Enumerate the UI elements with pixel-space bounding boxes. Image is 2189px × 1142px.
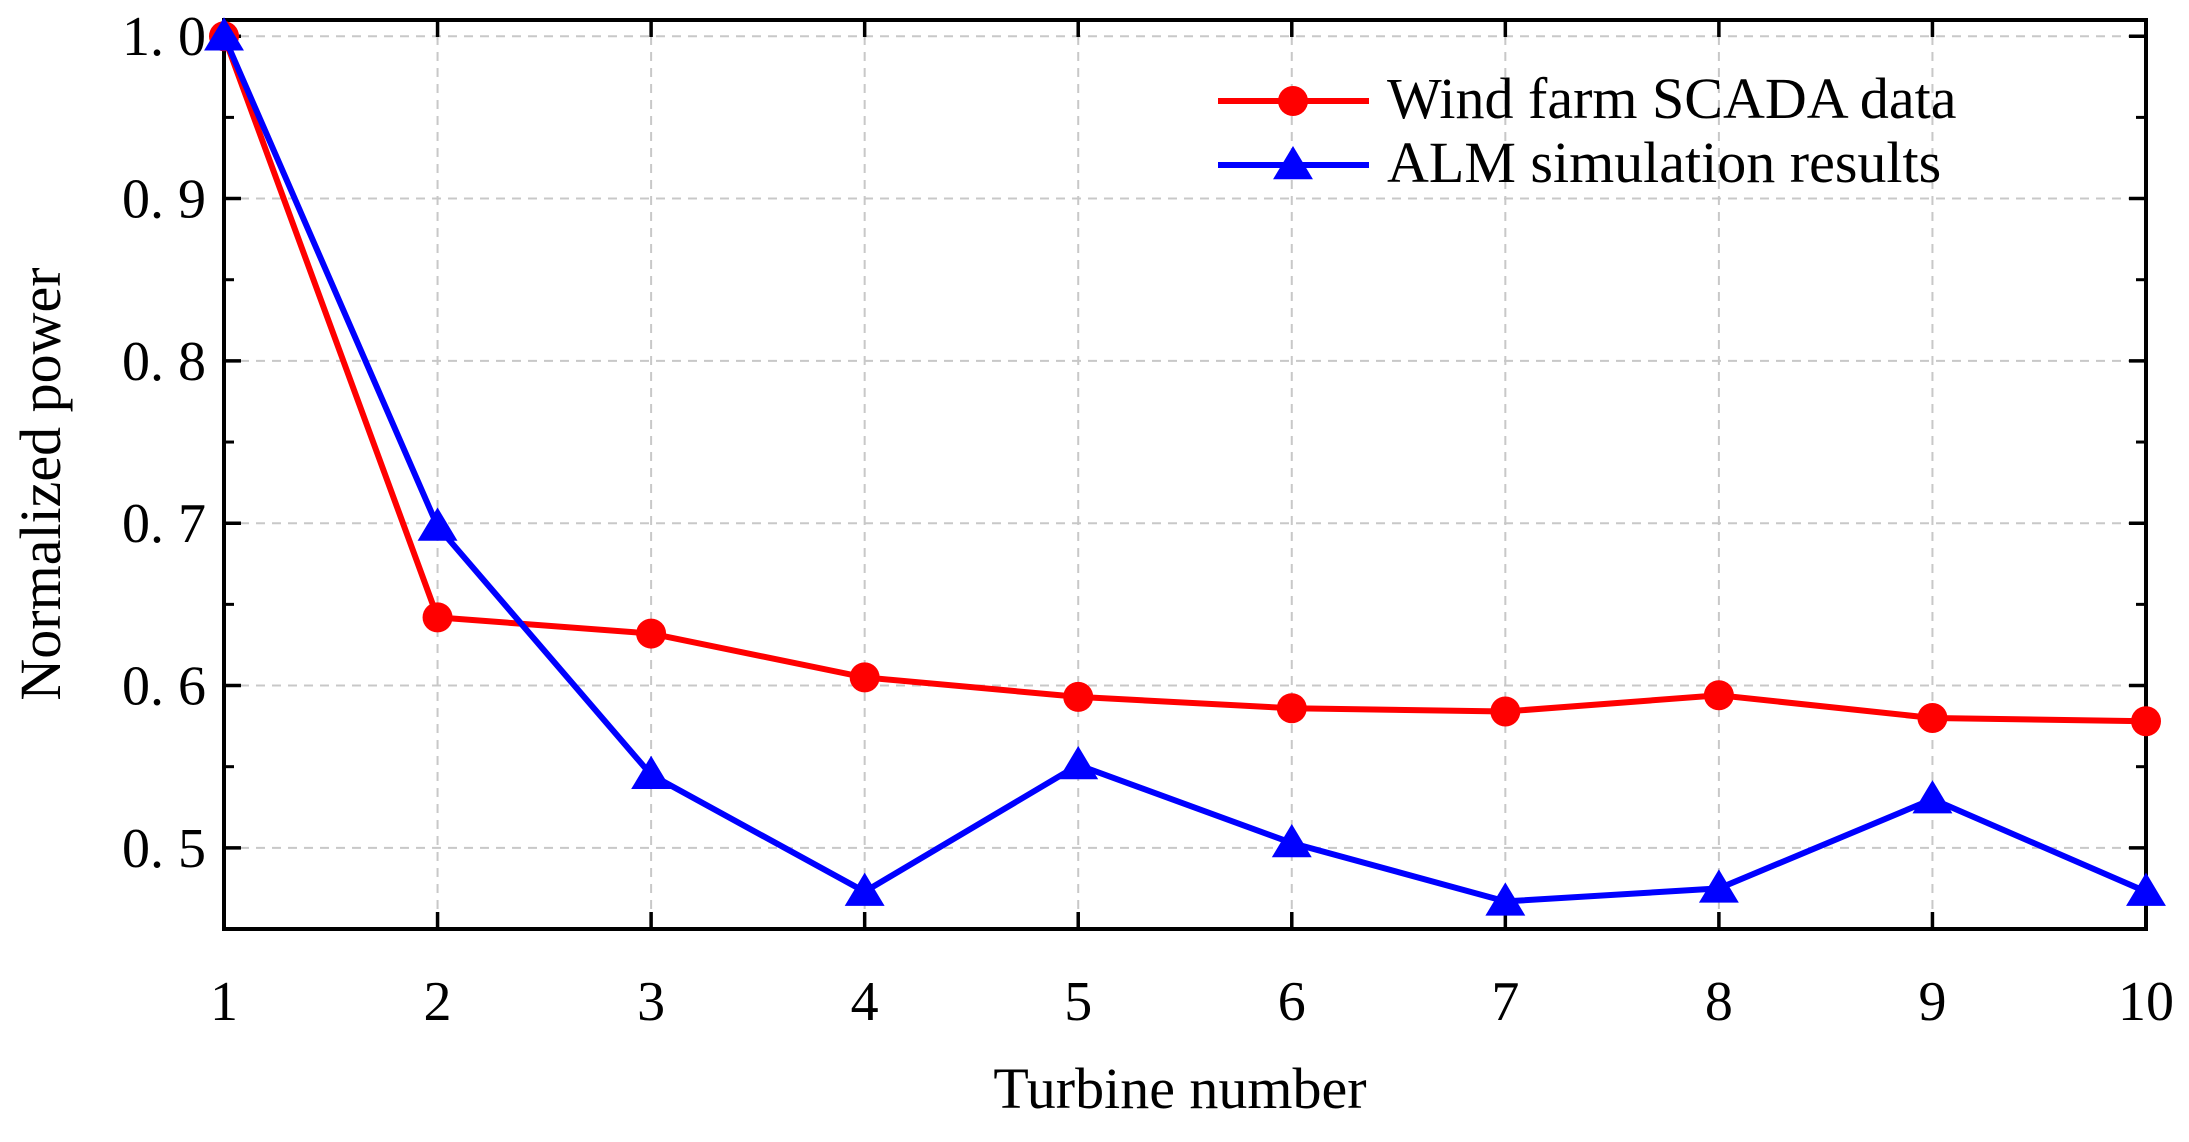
data-point-series-2 <box>631 755 672 790</box>
x-tick-label: 7 <box>1491 971 1519 1033</box>
data-point-series-1 <box>1917 702 1948 733</box>
data-point-series-2 <box>1485 882 1526 916</box>
x-tick-label: 2 <box>424 971 452 1033</box>
data-point-series-1 <box>1276 693 1307 724</box>
y-tick-label: 0. 5 <box>122 818 206 880</box>
series-line-1 <box>221 35 2147 725</box>
x-tick-label: 8 <box>1705 971 1733 1033</box>
legend-label-1: Wind farm SCADA data <box>1387 66 1957 131</box>
y-tick-label: 0. 7 <box>122 493 206 555</box>
series-line-2 <box>221 35 2148 905</box>
legend-marker-1 <box>1278 86 1308 116</box>
y-tick-label: 0. 8 <box>122 331 206 393</box>
plot-frame <box>222 18 2148 931</box>
data-point-series-1 <box>422 602 453 633</box>
axes-layer: 1 2 3 4 5 6 7 8 9 10 0. 5 0. 6 0. 7 0. 8 0. 9 1. 0 <box>122 6 2174 1033</box>
data-point-series-1 <box>2131 706 2161 737</box>
x-tick-label: 9 <box>1918 971 1946 1033</box>
grid-layer <box>224 20 2146 929</box>
y-tick-label: 1. 0 <box>122 6 206 68</box>
data-point-series-2 <box>1058 746 1099 780</box>
legend-marker-2 <box>1273 146 1313 180</box>
x-tick-label: 5 <box>1064 971 1092 1033</box>
data-point-series-1 <box>1490 696 1521 727</box>
y-tick-label: 0. 9 <box>122 169 206 231</box>
x-tick-label: 6 <box>1278 971 1306 1033</box>
y-tick-label: 0. 6 <box>122 656 206 718</box>
x-tick-label: 3 <box>637 971 665 1033</box>
data-point-series-2 <box>1698 869 1739 903</box>
y-axis-title: Normalized power <box>8 267 73 700</box>
data-point-series-1 <box>1703 680 1734 711</box>
legend-label-2: ALM simulation results <box>1387 130 1941 195</box>
data-point-series-2 <box>1912 780 1953 814</box>
x-tick-label: 10 <box>2118 971 2174 1033</box>
series-layer <box>204 17 2166 916</box>
x-tick-label: 1 <box>210 971 238 1033</box>
data-point-series-2 <box>844 872 885 906</box>
data-point-series-2 <box>1271 823 1312 858</box>
x-axis-title: Turbine number <box>993 1056 1366 1121</box>
x-tick-label: 4 <box>851 971 879 1033</box>
data-point-series-2 <box>417 507 458 541</box>
data-point-series-2 <box>204 17 244 51</box>
data-point-series-1 <box>636 618 667 649</box>
data-point-series-1 <box>849 662 880 693</box>
data-point-series-1 <box>1063 681 1094 712</box>
data-point-series-2 <box>2126 872 2166 906</box>
